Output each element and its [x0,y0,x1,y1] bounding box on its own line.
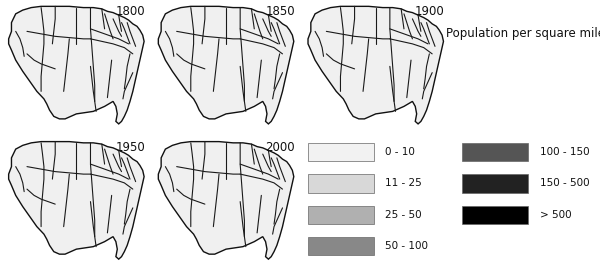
Text: 100 - 150: 100 - 150 [539,147,589,157]
Polygon shape [8,6,144,124]
Bar [308,237,374,255]
Text: 0 - 10: 0 - 10 [385,147,415,157]
Text: 1900: 1900 [415,5,445,18]
Bar [308,143,374,161]
Polygon shape [158,142,294,259]
Polygon shape [8,142,144,259]
Text: 50 - 100: 50 - 100 [385,241,428,251]
Text: Population per square mile: Population per square mile [446,27,600,40]
Bar [463,174,527,192]
Text: 1850: 1850 [265,5,295,18]
Text: 1800: 1800 [116,5,145,18]
Bar [308,174,374,192]
Bar [308,206,374,224]
Bar [463,206,527,224]
Bar [463,143,527,161]
Text: 1950: 1950 [116,140,145,154]
Text: > 500: > 500 [539,210,571,220]
Text: 11 - 25: 11 - 25 [385,178,422,188]
Text: 2000: 2000 [265,140,295,154]
Text: 25 - 50: 25 - 50 [385,210,422,220]
Polygon shape [158,6,294,124]
Text: 150 - 500: 150 - 500 [539,178,589,188]
Polygon shape [308,6,443,124]
